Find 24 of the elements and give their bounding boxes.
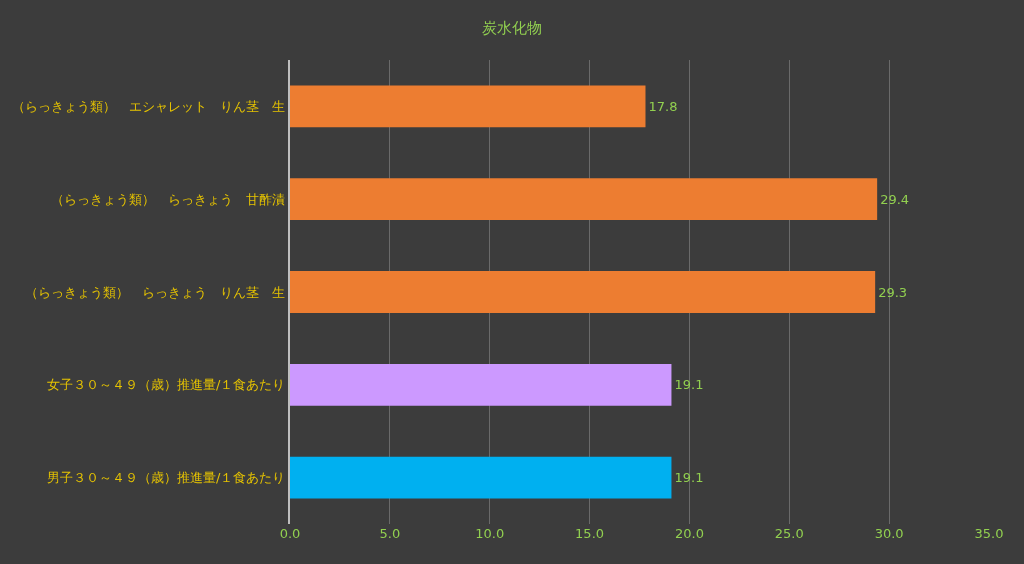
x-tick-label: 5.0	[379, 526, 401, 541]
y-tick-label: （らっきょう類） らっきょう りん茎 生	[25, 284, 286, 300]
bar	[290, 456, 672, 499]
chart-title: 炭水化物	[482, 19, 542, 38]
y-tick-label: 男子３０～４９（歳）推進量/１食あたり	[47, 470, 286, 486]
x-tick-label: 25.0	[774, 526, 804, 541]
y-tick-label: （らっきょう類） エシャレット りん茎 生	[12, 98, 286, 114]
x-tick-label: 10.0	[475, 526, 505, 541]
y-tick-label: 女子３０～４９（歳）推進量/１食あたり	[47, 377, 286, 393]
y-tick-label: （らっきょう類） らっきょう 甘酢漬	[51, 191, 286, 207]
bar	[290, 271, 876, 313]
bar	[290, 178, 878, 221]
data-label: 29.4	[880, 191, 910, 207]
x-tick-label: 15.0	[575, 526, 605, 541]
x-tick-label: 0.0	[279, 526, 301, 541]
data-label: 29.3	[878, 284, 908, 300]
data-label: 17.8	[648, 98, 678, 114]
bar	[290, 363, 672, 406]
x-tick-label: 20.0	[674, 526, 704, 541]
data-label: 19.1	[674, 470, 704, 486]
data-label: 19.1	[674, 377, 704, 393]
bar	[290, 85, 646, 128]
x-tick-label: 30.0	[874, 526, 904, 541]
x-tick-label: 35.0	[974, 526, 1004, 541]
